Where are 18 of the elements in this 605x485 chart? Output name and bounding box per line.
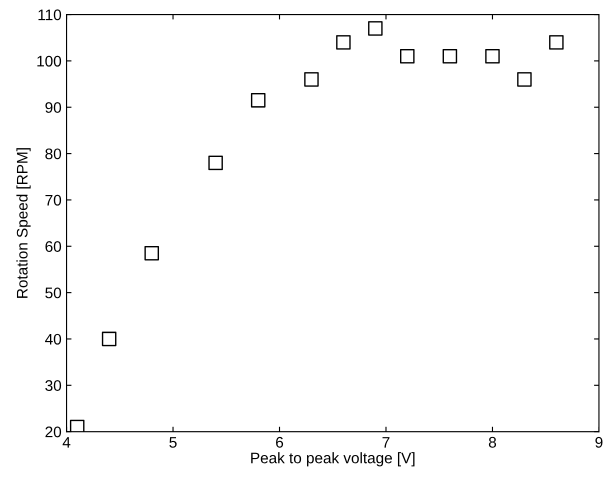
x-tick-label: 5 bbox=[169, 437, 177, 448]
y-tick-label: 30 bbox=[45, 380, 62, 391]
y-tick-label: 70 bbox=[45, 194, 62, 206]
y-tick-label: 50 bbox=[45, 287, 62, 298]
x-tick-label: 8 bbox=[488, 436, 496, 448]
y-tick-label: 20 bbox=[45, 426, 62, 438]
y-tick-label: 110 bbox=[38, 9, 62, 20]
x-tick-label: 4 bbox=[62, 437, 70, 448]
x-axis-title: Peak to peak voltage [V] bbox=[251, 452, 414, 466]
y-tick-label: 90 bbox=[45, 102, 62, 113]
y-tick-label: 80 bbox=[45, 148, 62, 160]
x-tick-label: 6 bbox=[276, 436, 284, 448]
y-tick-label: 100 bbox=[37, 56, 62, 67]
y-tick-label: 40 bbox=[45, 334, 62, 345]
y-tick-label: 60 bbox=[45, 241, 62, 252]
x-tick-label: 7 bbox=[382, 437, 390, 448]
x-tick-label: 9 bbox=[595, 436, 602, 448]
y-axis-title: Rotation Speed [RPM] bbox=[16, 148, 31, 298]
